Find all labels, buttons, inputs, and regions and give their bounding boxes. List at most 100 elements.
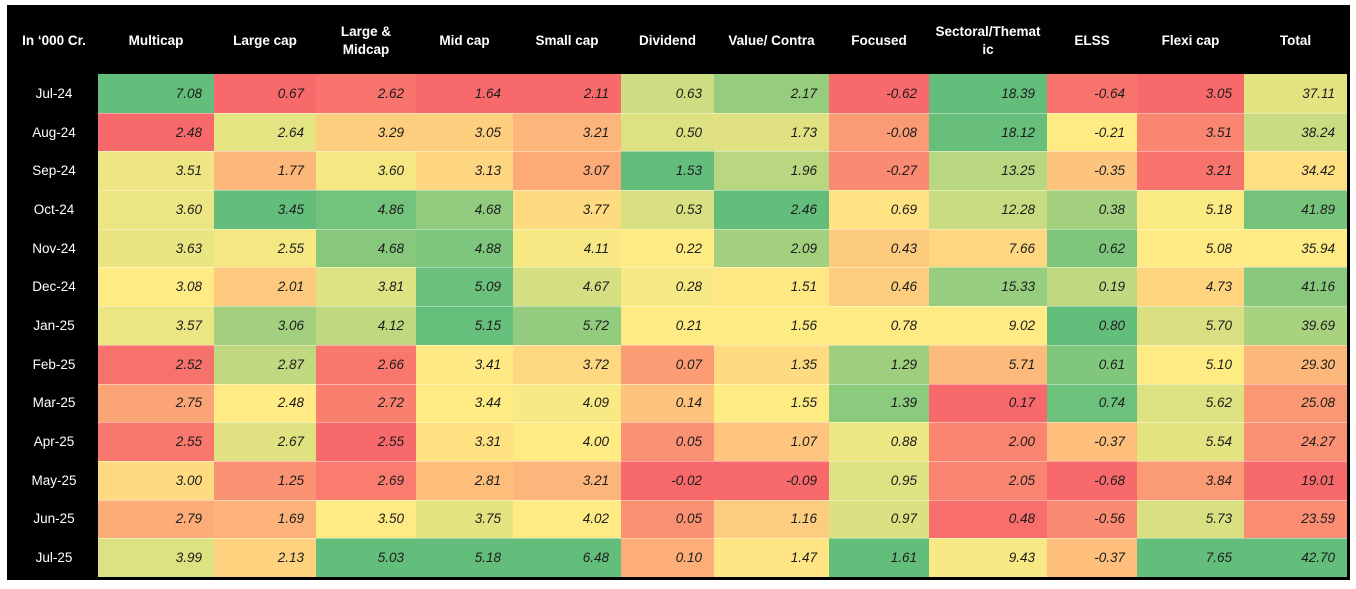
heatmap-cell: 3.08 [98,267,214,307]
heatmap-cell: 1.29 [829,344,929,384]
heatmap-cell: 1.56 [714,306,829,345]
table-row: Oct-24 3.60 3.45 4.86 4.68 3.77 0.53 2.46 0.69 12… [10,190,1347,229]
heatmap-cell: 9.43 [929,538,1047,577]
heatmap-cell: 0.97 [829,499,929,539]
column-header: Large & Midcap [316,8,416,74]
table-row: May-25 3.00 1.25 2.69 2.81 3.21 -0.02 -0.09 0.95… [10,460,1347,500]
heatmap-cell: 2.11 [513,74,621,113]
heatmap-cell: 2.72 [316,383,416,423]
heatmap-cell: 6.48 [513,538,621,577]
heatmap-cell: 3.06 [214,306,316,345]
heatmap-cell: 34.42 [1244,151,1347,191]
table-row: Aug-24 2.48 2.64 3.29 3.05 3.21 0.50 1.73 -0.08 1… [10,112,1347,152]
heatmap-cell: 2.67 [214,422,316,461]
heatmap-cell: 13.25 [929,151,1047,191]
heatmap-cell: 1.39 [829,383,929,423]
heatmap-cell: 2.55 [316,422,416,461]
heatmap-cell: 5.71 [929,344,1047,384]
heatmap-cell: 0.53 [621,190,714,229]
heatmap-cell: 2.48 [214,383,316,423]
heatmap-cell: 0.05 [621,499,714,539]
heatmap-cell: 2.64 [214,112,316,152]
heatmap-cell: 1.47 [714,538,829,577]
heatmap-cell: 4.86 [316,190,416,229]
heatmap-cell: 3.72 [513,344,621,384]
heatmap-cell: 1.64 [416,74,513,113]
heatmap-cell: 0.19 [1047,267,1137,307]
heatmap-cell: 4.12 [316,306,416,345]
table-row: Mar-25 2.75 2.48 2.72 3.44 4.09 0.14 1.55 1.39 0.… [10,383,1347,423]
heatmap-cell: 0.80 [1047,306,1137,345]
heatmap-cell: 3.41 [416,344,513,384]
heatmap-cell: 3.99 [98,538,214,577]
header-row: In ‘000 Cr. Multicap Large cap Large & Mid… [10,8,1347,74]
heatmap-cell: 3.77 [513,190,621,229]
heatmap-cell: 0.67 [214,74,316,113]
heatmap-cell: 7.66 [929,228,1047,268]
table-row: Feb-25 2.52 2.87 2.66 3.41 3.72 0.07 1.35 1.29 5.… [10,344,1347,384]
heatmap-cell: 0.21 [621,306,714,345]
heatmap-cell: 2.69 [316,460,416,500]
heatmap-cell: 1.61 [829,538,929,577]
heatmap-cell: 25.08 [1244,383,1347,423]
heatmap-cell: 3.60 [98,190,214,229]
heatmap-cell: 1.73 [714,112,829,152]
heatmap-cell: 3.45 [214,190,316,229]
heatmap-cell: 3.50 [316,499,416,539]
column-header: Mid cap [416,8,513,74]
heatmap-cell: 3.31 [416,422,513,461]
heatmap-cell: 24.27 [1244,422,1347,461]
heatmap-cell: 4.67 [513,267,621,307]
heatmap-cell: 7.08 [98,74,214,113]
heatmap-cell: 3.05 [416,112,513,152]
month-row-label: Oct-24 [10,190,98,229]
heatmap-cell: 5.72 [513,306,621,345]
heatmap-cell: 38.24 [1244,112,1347,152]
heatmap-cell: 35.94 [1244,228,1347,268]
heatmap-cell: 3.81 [316,267,416,307]
heatmap-cell: 2.79 [98,499,214,539]
heatmap-cell: 1.96 [714,151,829,191]
heatmap-cell: 3.84 [1137,460,1244,500]
heatmap-cell: 0.14 [621,383,714,423]
table-row: Jan-25 3.57 3.06 4.12 5.15 5.72 0.21 1.56 0.78 9.… [10,306,1347,345]
month-row-label: Dec-24 [10,267,98,307]
heatmap-cell: 41.89 [1244,190,1347,229]
heatmap-cell: 4.11 [513,228,621,268]
heatmap-cell: 0.78 [829,306,929,345]
unit-label: In ‘000 Cr. [10,8,98,74]
heatmap-cell: 4.68 [416,190,513,229]
heatmap-cell: 3.60 [316,151,416,191]
column-header: Sectoral/Thematic [929,8,1047,74]
heatmap-cell: 4.09 [513,383,621,423]
table-body: Jul-24 7.08 0.67 2.62 1.64 2.11 0.63 2.17 -0.62 1… [10,74,1347,577]
heatmap-cell: 2.09 [714,228,829,268]
heatmap-cell: 0.50 [621,112,714,152]
heatmap-cell: 2.55 [214,228,316,268]
heatmap-cell: 7.65 [1137,538,1244,577]
heatmap-cell: 3.63 [98,228,214,268]
month-row-label: May-25 [10,460,98,500]
heatmap-cell: 1.07 [714,422,829,461]
heatmap-cell: 5.18 [1137,190,1244,229]
month-row-label: Jan-25 [10,306,98,345]
heatmap-cell: 3.51 [98,151,214,191]
heatmap-cell: -0.64 [1047,74,1137,113]
table-row: Nov-24 3.63 2.55 4.68 4.88 4.11 0.22 2.09 0.43 7.… [10,228,1347,268]
heatmap-cell: 41.16 [1244,267,1347,307]
heatmap-cell: 2.05 [929,460,1047,500]
heatmap-cell: 5.15 [416,306,513,345]
heatmap-cell: 2.48 [98,112,214,152]
heatmap-cell: 3.13 [416,151,513,191]
heatmap-cell: 3.29 [316,112,416,152]
column-header: Small cap [513,8,621,74]
heatmap-cell: 37.11 [1244,74,1347,113]
heatmap-cell: 5.03 [316,538,416,577]
heatmap-cell: 1.55 [714,383,829,423]
heatmap-cell: 0.07 [621,344,714,384]
column-header: Large cap [214,8,316,74]
heatmap-cell: -0.09 [714,460,829,500]
heatmap-cell: 0.43 [829,228,929,268]
heatmap-cell: 0.46 [829,267,929,307]
